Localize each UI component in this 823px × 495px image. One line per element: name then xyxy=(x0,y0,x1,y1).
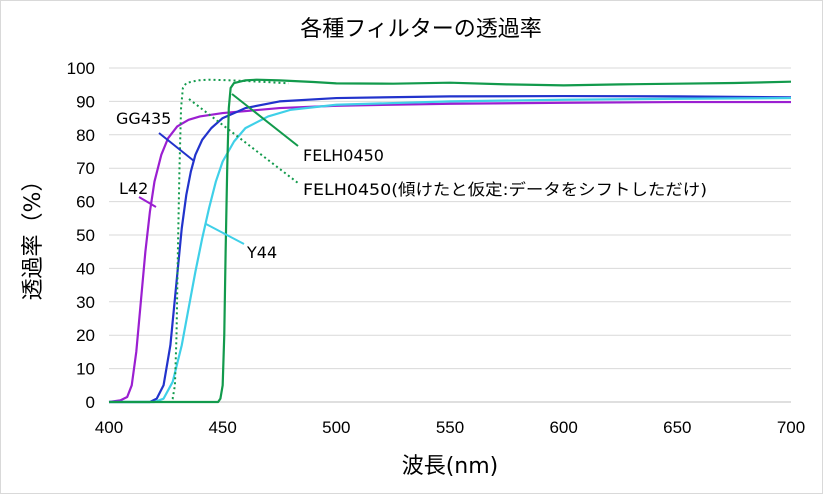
x-tick-450: 450 xyxy=(208,418,236,437)
y-tick-40: 40 xyxy=(76,259,95,278)
leader-line-felh0450 xyxy=(231,93,299,147)
y-tick-60: 60 xyxy=(76,193,95,212)
y-tick-10: 10 xyxy=(76,360,95,379)
leader-line-gg435 xyxy=(158,132,195,162)
y-tick-20: 20 xyxy=(76,326,95,345)
x-tick-500: 500 xyxy=(322,418,350,437)
y-tick-90: 90 xyxy=(76,92,95,111)
y-tick-80: 80 xyxy=(76,126,95,145)
x-tick-400: 400 xyxy=(95,418,123,437)
series-line-y44 xyxy=(109,96,792,404)
series-line-gg435 xyxy=(109,94,792,404)
y-tick-30: 30 xyxy=(76,293,95,312)
y-axis-title: 透過率（%） xyxy=(21,170,46,301)
x-tick-650: 650 xyxy=(663,418,691,437)
x-tick-600: 600 xyxy=(549,418,577,437)
x-tick-labels: 400 450 500 550 600 650 700 xyxy=(95,418,805,437)
y-tick-50: 50 xyxy=(76,226,95,245)
chart-title: 各種フィルターの透過率 xyxy=(300,17,542,42)
annotation-leader-lines xyxy=(138,93,299,245)
series-line-l42 xyxy=(108,100,791,404)
annotation-felh0450-shifted: FELH0450(傾けたと仮定:データをシフトしただけ) xyxy=(303,180,707,199)
y-tick-70: 70 xyxy=(76,159,95,178)
leader-line-l42 xyxy=(138,196,157,208)
series-lines xyxy=(108,78,792,404)
x-tick-550: 550 xyxy=(436,418,464,437)
x-axis-title: 波長(nm) xyxy=(402,454,499,479)
y-tick-0: 0 xyxy=(86,393,95,412)
annotation-felh0450: FELH0450 xyxy=(303,146,384,165)
y-tick-labels: 0 10 20 30 40 50 60 70 80 90 100 xyxy=(67,59,95,412)
annotation-gg435: GG435 xyxy=(116,109,171,128)
series-line-felh0450-shifted xyxy=(109,78,289,403)
x-tick-700: 700 xyxy=(777,418,805,437)
annotation-l42: L42 xyxy=(119,179,148,198)
leader-line-y44 xyxy=(205,223,245,245)
gridlines xyxy=(109,67,791,403)
annotation-y44: Y44 xyxy=(246,243,277,262)
y-tick-100: 100 xyxy=(67,59,95,78)
series-line-felh0450 xyxy=(109,78,792,404)
